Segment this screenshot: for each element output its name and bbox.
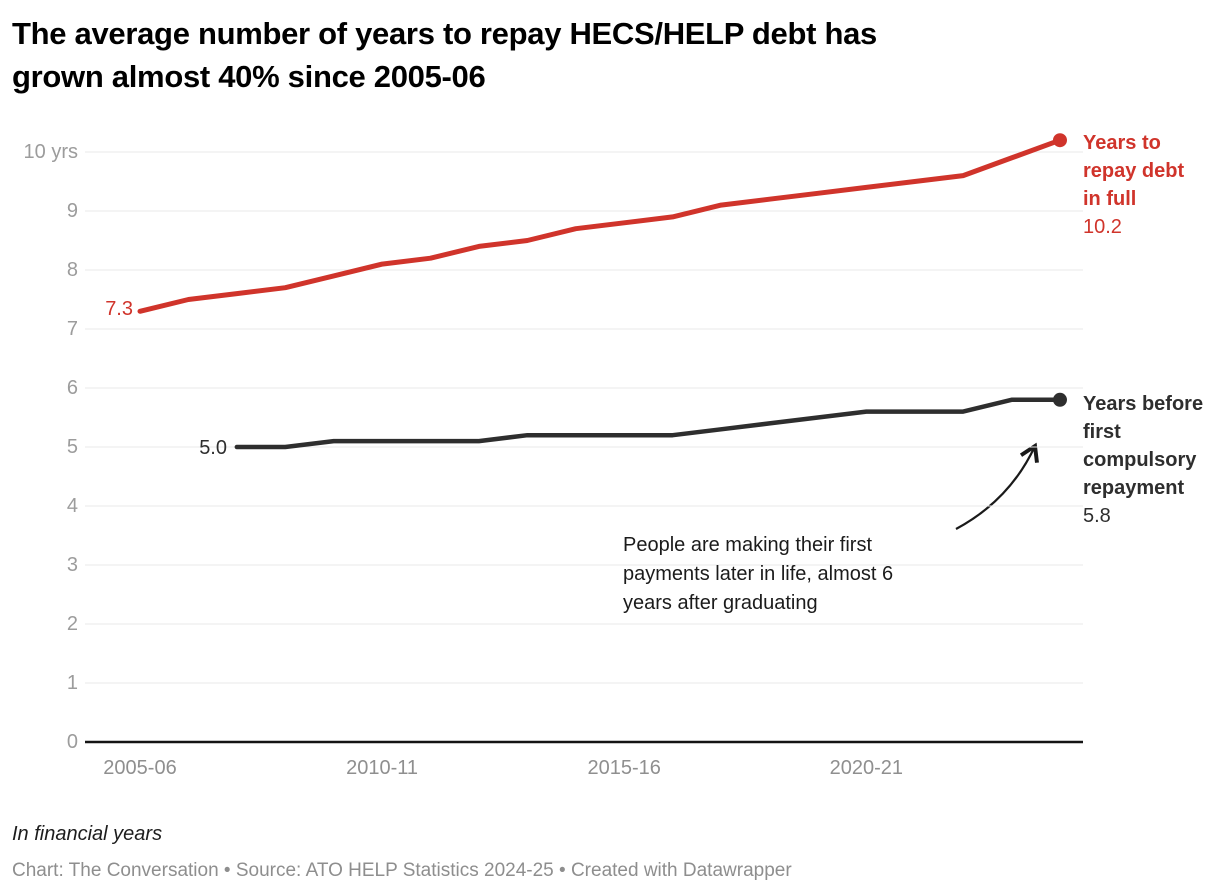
x-axis-label-2020-21: 2020-21 [829, 757, 903, 779]
legend-dark-name: Years before first compulsory repayment [1083, 393, 1204, 499]
legend-dark: Years before first compulsory repayment … [1083, 390, 1207, 530]
legend-red: Years to repay debt in full 10.2 [1083, 129, 1207, 241]
chart-footnote: In financial years [12, 823, 163, 845]
y-axis-label-9: 9 [66, 200, 78, 222]
series-end-dot-first-repayment [1052, 392, 1067, 407]
chart-title-line-1: The average number of years to repay HEC… [12, 16, 877, 51]
y-axis-label-4: 4 [66, 495, 78, 517]
y-axis-label-3: 3 [66, 554, 78, 576]
legend-red-end-value: 10.2 [1083, 216, 1122, 238]
chart-title-line-2: grown almost 40% since 2005-06 [12, 59, 486, 94]
y-axis-label-10: 10 yrs [23, 141, 78, 163]
series-line-repay-in-full [137, 137, 1063, 314]
annotation-text-line-3: years after graduating [623, 592, 818, 614]
chart-byline: Chart: The Conversation • Source: ATO HE… [12, 860, 792, 881]
y-axis-label-5: 5 [66, 436, 78, 458]
annotation-arrow [955, 442, 1039, 530]
legend-dark-end-value: 5.8 [1083, 505, 1111, 527]
x-axis-label-2010-11: 2010-11 [346, 757, 419, 779]
y-axis-label-0: 0 [66, 731, 78, 753]
y-axis-label-8: 8 [66, 259, 78, 281]
legend-red-name: Years to repay debt in full [1083, 132, 1185, 210]
series-end-dot-repay-in-full [1052, 133, 1067, 148]
x-axis-label-2015-16: 2015-16 [587, 757, 661, 779]
y-axis-label-7: 7 [66, 318, 78, 340]
series-dark-start-value: 5.0 [199, 437, 227, 459]
x-axis-label-2005-06: 2005-06 [103, 757, 177, 779]
annotation-text-line-2: payments later in life, almost 6 [623, 563, 894, 585]
series-line-first-repayment [234, 397, 1063, 450]
series-red-start-value: 7.3 [105, 298, 133, 320]
y-axis-label-2: 2 [66, 613, 78, 635]
annotation-text-line-1: People are making their first [623, 534, 873, 556]
y-axis-label-1: 1 [66, 672, 78, 694]
chart-annotation: People are making their first payments l… [623, 531, 923, 618]
y-axis-label-6: 6 [66, 377, 78, 399]
